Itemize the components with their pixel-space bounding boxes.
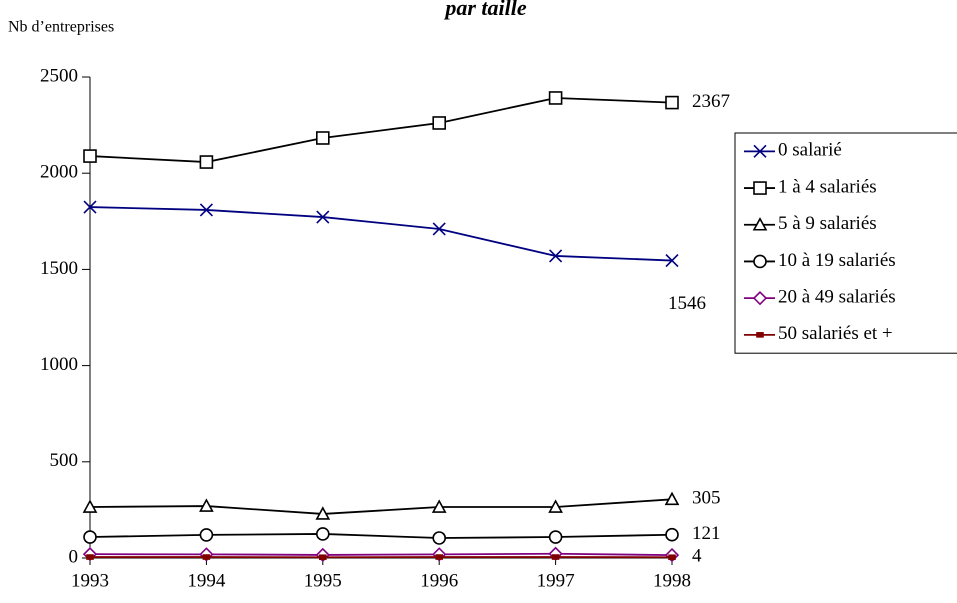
- marker: [432, 531, 447, 545]
- marker: [548, 499, 563, 513]
- y-tick-label: 0: [69, 546, 79, 567]
- series-line: [89, 552, 673, 557]
- marker: [435, 554, 444, 560]
- legend-label: 0 salarié: [778, 140, 842, 161]
- marker: [199, 498, 214, 512]
- marker: [753, 181, 767, 195]
- series-line: [89, 498, 673, 515]
- marker: [665, 253, 679, 268]
- y-tick-label: 2000: [40, 162, 78, 183]
- series-line: [89, 206, 673, 262]
- marker: [199, 203, 213, 217]
- marker: [549, 249, 563, 263]
- y-axis-label: Nb d’entreprises: [8, 19, 114, 36]
- y-tick-label: 500: [50, 450, 79, 471]
- marker: [83, 149, 97, 163]
- chart-title: par taille: [443, 0, 527, 20]
- marker: [551, 554, 560, 560]
- marker: [548, 91, 563, 105]
- series-line: [89, 97, 673, 163]
- data-label: 305: [692, 488, 721, 509]
- legend-label: 20 à 49 salariés: [778, 287, 896, 308]
- marker: [752, 217, 768, 231]
- marker: [199, 155, 214, 169]
- marker: [665, 95, 679, 110]
- x-tick-label: 1995: [304, 570, 342, 591]
- marker: [665, 527, 679, 542]
- marker: [668, 554, 676, 561]
- marker: [756, 332, 764, 338]
- marker: [318, 554, 327, 561]
- marker: [432, 222, 446, 236]
- marker: [664, 491, 680, 506]
- marker: [753, 254, 767, 269]
- marker: [83, 530, 97, 544]
- x-tick-label: 1996: [420, 570, 458, 591]
- marker: [316, 210, 330, 224]
- legend-label: 50 salariés et +: [778, 323, 893, 344]
- marker: [315, 506, 331, 520]
- x-tick-label: 1998: [653, 570, 691, 591]
- y-tick-label: 2500: [40, 65, 78, 86]
- legend-label: 10 à 19 salariés: [778, 250, 896, 271]
- x-tick-label: 1993: [71, 570, 109, 591]
- data-label: 1546: [668, 293, 706, 314]
- y-tick-label: 1000: [40, 354, 78, 375]
- marker: [753, 144, 767, 158]
- marker: [752, 291, 768, 306]
- marker: [431, 499, 447, 513]
- legend-box: [734, 132, 957, 354]
- y-tick-label: 1500: [40, 258, 78, 279]
- marker: [315, 527, 330, 541]
- legend-label: 1 à 4 salariés: [778, 176, 877, 197]
- x-tick-label: 1994: [187, 570, 226, 591]
- data-label: 2367: [692, 91, 730, 112]
- marker: [202, 554, 211, 560]
- marker: [199, 528, 214, 542]
- marker: [83, 200, 97, 214]
- marker: [315, 131, 330, 145]
- marker: [432, 116, 447, 130]
- data-label: 4: [692, 546, 702, 567]
- marker: [86, 554, 94, 560]
- x-tick-label: 1997: [537, 570, 575, 591]
- data-label: 121: [692, 523, 721, 544]
- legend-label: 5 à 9 salariés: [778, 213, 877, 234]
- marker: [82, 499, 98, 513]
- marker: [548, 530, 563, 544]
- series-line: [89, 533, 673, 539]
